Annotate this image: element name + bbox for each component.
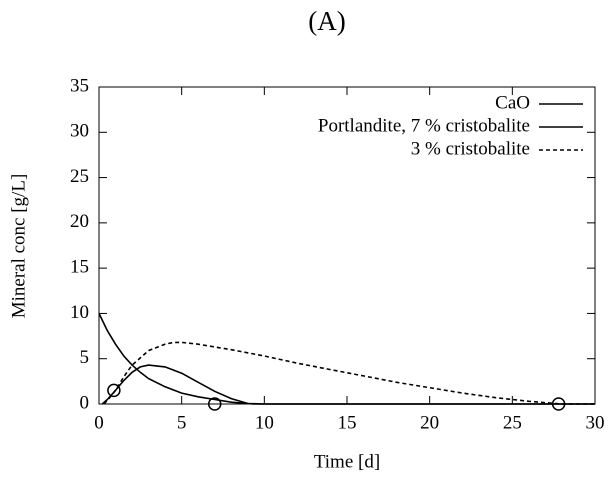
y-tick-label: 10 [70, 302, 89, 323]
marker [207, 397, 222, 411]
x-tick-label: 25 [503, 412, 522, 433]
x-tick-label: 15 [338, 412, 357, 433]
y-tick-label: 25 [70, 166, 89, 187]
marker [107, 383, 121, 398]
legend-label: 3 % cristobalite [411, 138, 530, 159]
x-tick-label: 20 [420, 412, 439, 433]
x-tick-label: 0 [94, 412, 104, 433]
y-axis-label: Mineral conc [g/L] [8, 174, 29, 319]
marker [551, 397, 566, 411]
x-tick-label: 30 [586, 412, 605, 433]
series-line [101, 364, 595, 405]
chart-title: (A) [308, 6, 345, 36]
x-axis-label: Time [d] [314, 451, 380, 472]
x-tick-label: 5 [177, 412, 187, 433]
y-tick-label: 30 [70, 121, 89, 142]
y-tick-label: 20 [70, 211, 89, 232]
legend-label: Portlandite, 7 % cristobalite [318, 115, 530, 136]
legend-label: CaO [495, 92, 530, 113]
series-line [98, 313, 595, 405]
x-tick-label: 10 [255, 412, 274, 433]
y-tick-label: 15 [70, 257, 89, 278]
y-tick-label: 0 [80, 392, 90, 413]
y-tick-label: 5 [80, 347, 90, 368]
series-line [103, 341, 595, 405]
y-tick-label: 35 [70, 75, 89, 96]
